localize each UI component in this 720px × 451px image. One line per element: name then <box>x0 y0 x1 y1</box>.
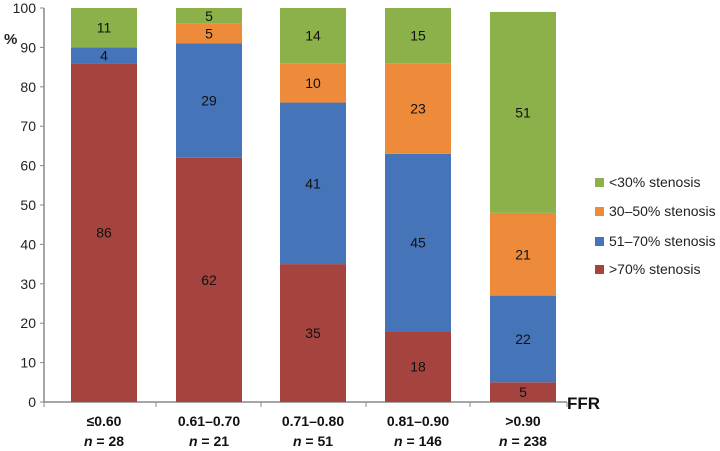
bar-segment <box>176 23 242 44</box>
legend-label: >70% stenosis <box>609 261 700 277</box>
data-label: 21 <box>515 246 531 262</box>
x-tick-label: ≤0.60 <box>87 413 122 429</box>
y-tick-label: 30 <box>20 276 36 292</box>
bar-segment <box>385 8 451 64</box>
legend-swatch <box>595 207 604 216</box>
y-axis-label: % <box>4 31 17 48</box>
x-tick-label: >0.90 <box>505 413 541 429</box>
data-label: 10 <box>305 75 321 91</box>
y-tick-label: 40 <box>20 236 36 252</box>
bar-segment <box>176 43 242 158</box>
bar-segment <box>71 47 137 64</box>
x-tick-label: 0.81–0.90 <box>387 413 449 429</box>
data-label: 11 <box>97 20 112 36</box>
x-tick-n-label: n = 51 <box>293 433 333 449</box>
x-tick-label: 0.61–0.70 <box>178 413 240 429</box>
data-label: 14 <box>305 28 321 44</box>
y-tick-label: 80 <box>20 79 36 95</box>
y-tick-label: 0 <box>28 394 36 410</box>
bar-segment <box>280 8 346 64</box>
data-label: 5 <box>205 26 213 42</box>
x-tick-n-label: n = 146 <box>394 433 442 449</box>
data-label: 15 <box>410 28 426 44</box>
data-label: 29 <box>201 93 217 109</box>
x-tick-n-label: n = 238 <box>499 433 547 449</box>
y-tick-label: 20 <box>20 315 36 331</box>
bar-segment <box>385 331 451 402</box>
data-label: 23 <box>410 100 426 116</box>
data-label: 51 <box>515 104 531 120</box>
data-label: 18 <box>410 359 426 375</box>
bar-segment <box>280 102 346 265</box>
bar-segment <box>490 11 556 213</box>
legend-label: 30–50% stenosis <box>609 203 716 219</box>
x-tick-n-label: n = 28 <box>84 433 124 449</box>
bar-segment <box>490 295 556 383</box>
data-label: 41 <box>305 175 321 191</box>
bar-segment <box>490 212 556 296</box>
bar-segment <box>280 264 346 402</box>
data-label: 35 <box>305 325 321 341</box>
data-label: 62 <box>201 272 217 288</box>
legend-swatch <box>595 265 604 274</box>
legend-swatch <box>595 237 604 246</box>
bar-segment <box>385 153 451 332</box>
legend-swatch <box>595 178 604 187</box>
bar-segment <box>280 63 346 103</box>
legend-label: <30% stenosis <box>609 174 700 190</box>
y-tick-label: 10 <box>20 355 36 371</box>
data-label: 5 <box>205 8 213 24</box>
bar-segment <box>176 8 242 24</box>
bar-segment <box>490 382 556 402</box>
legend-label: 51–70% stenosis <box>609 233 716 249</box>
data-label: 86 <box>96 225 112 241</box>
data-label: 5 <box>519 384 527 400</box>
y-tick-label: 60 <box>20 158 36 174</box>
y-tick-label: 70 <box>20 118 36 134</box>
bar-segment <box>176 157 242 402</box>
data-label: 4 <box>100 47 108 63</box>
bar-segment <box>71 8 137 48</box>
x-tick-n-label: n = 21 <box>189 433 229 449</box>
data-label: 22 <box>515 331 531 347</box>
x-tick-label: 0.71–0.80 <box>282 413 344 429</box>
bar-segment <box>71 63 137 402</box>
y-tick-label: 100 <box>13 0 37 16</box>
y-tick-label: 90 <box>20 39 36 55</box>
y-tick-label: 50 <box>20 197 36 213</box>
bar-segment <box>385 63 451 154</box>
data-label: 45 <box>410 234 426 250</box>
x-axis-label: FFR <box>567 394 600 413</box>
